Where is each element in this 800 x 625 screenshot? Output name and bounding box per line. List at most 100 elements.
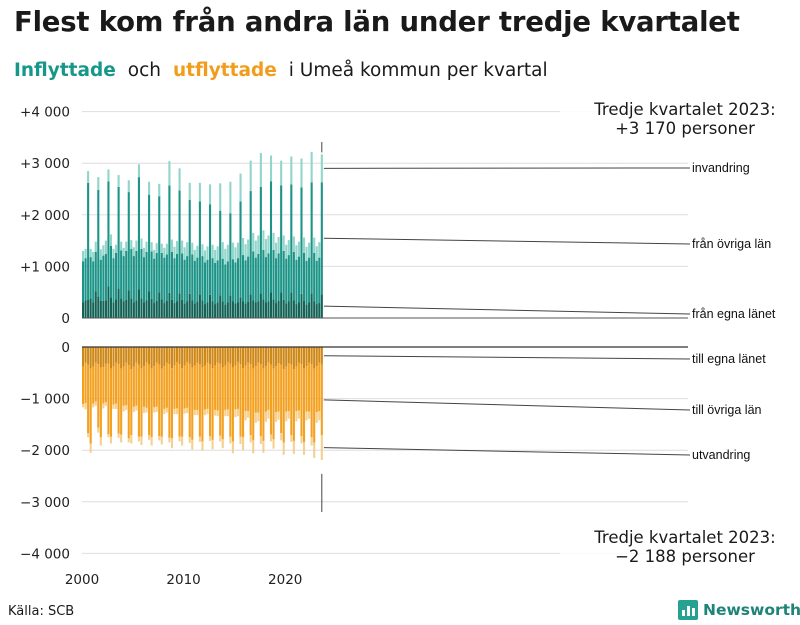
bar-in-från-egna-länet xyxy=(295,304,298,318)
bar-out-utvandring xyxy=(236,408,240,417)
bar-in-från-egna-länet xyxy=(209,294,212,318)
bar-in-från-övriga-län xyxy=(229,213,232,296)
bar-out-till-övriga-län xyxy=(216,362,219,411)
bar-in-invandring xyxy=(109,234,113,246)
bar-in-invandring xyxy=(165,243,168,255)
bar-out-till-övriga-län xyxy=(125,362,128,406)
bar-out-till-övriga-län xyxy=(244,365,247,411)
bar-in-från-egna-länet xyxy=(242,301,245,318)
bar-in-invandring xyxy=(209,184,212,205)
bar-in-från-övriga-län xyxy=(148,194,151,292)
bar-out-till-egna-länet xyxy=(203,347,207,366)
bar-in-från-övriga-län xyxy=(137,177,140,290)
legend-label: från övriga län xyxy=(692,237,771,251)
bar-in-från-egna-länet xyxy=(244,303,247,318)
bar-in-invandring xyxy=(173,246,176,259)
x-tick-label: 2020 xyxy=(268,572,302,588)
bar-out-till-egna-länet xyxy=(229,347,232,364)
bar-out-till-egna-länet xyxy=(219,347,222,364)
bar-out-utvandring xyxy=(109,436,113,444)
bar-out-till-övriga-län xyxy=(310,364,313,438)
bar-in-från-egna-länet xyxy=(145,300,148,318)
bar-out-utvandring xyxy=(130,435,133,444)
bar-in-från-övriga-län xyxy=(135,250,138,301)
bar-out-till-egna-länet xyxy=(84,347,87,363)
bar-out-till-egna-länet xyxy=(89,347,92,369)
bar-out-till-övriga-län xyxy=(272,368,275,440)
bar-out-till-övriga-län xyxy=(115,362,118,404)
bar-in-från-egna-länet xyxy=(198,294,201,318)
bar-in-invandring xyxy=(168,161,171,186)
bar-in-från-övriga-län xyxy=(269,181,273,293)
bar-out-till-egna-länet xyxy=(82,347,85,367)
bar-out-till-övriga-län xyxy=(160,368,163,437)
bar-in-från-övriga-län xyxy=(320,182,323,295)
bar-in-från-egna-länet xyxy=(135,300,138,318)
bar-in-från-övriga-län xyxy=(206,259,209,303)
bar-in-från-egna-länet xyxy=(297,302,300,318)
subtitle-in-word: Inflyttade xyxy=(14,60,116,81)
bar-in-från-övriga-län xyxy=(94,251,97,292)
bar-in-invandring xyxy=(135,240,138,251)
bar-in-från-egna-länet xyxy=(175,301,179,318)
bar-in-invandring xyxy=(277,236,280,254)
bar-out-utvandring xyxy=(295,410,298,422)
bar-out-till-övriga-län xyxy=(196,362,199,410)
bar-out-utvandring xyxy=(99,437,102,446)
bar-out-utvandring xyxy=(264,411,267,422)
bar-out-utvandring xyxy=(267,409,270,419)
bar-out-till-övriga-län xyxy=(287,362,290,411)
y-tick-label: −4 000 xyxy=(20,546,70,562)
bar-out-utvandring xyxy=(155,406,158,413)
bar-out-utvandring xyxy=(170,438,173,449)
bar-in-invandring xyxy=(211,244,214,259)
bar-in-invandring xyxy=(229,181,232,214)
bar-out-utvandring xyxy=(234,409,237,418)
bar-in-från-övriga-län xyxy=(191,254,194,301)
bar-out-till-övriga-län xyxy=(254,366,257,413)
bar-in-från-övriga-län xyxy=(224,264,227,305)
bar-in-invandring xyxy=(308,242,311,258)
bar-in-från-egna-länet xyxy=(165,300,168,318)
bar-in-invandring xyxy=(97,177,100,191)
bar-out-till-övriga-län xyxy=(252,368,255,441)
bar-in-invandring xyxy=(130,240,133,249)
bar-in-invandring xyxy=(196,245,199,258)
bar-out-utvandring xyxy=(183,408,186,414)
bar-in-från-övriga-län xyxy=(300,187,303,294)
bar-in-från-övriga-län xyxy=(295,259,298,305)
bar-out-utvandring xyxy=(84,403,87,410)
bar-in-invandring xyxy=(244,244,247,261)
bar-in-från-egna-länet xyxy=(132,302,135,318)
bar-in-från-egna-länet xyxy=(310,293,313,318)
bar-in-invandring xyxy=(132,247,135,257)
bar-in-från-egna-länet xyxy=(282,299,285,318)
bar-out-till-egna-länet xyxy=(269,347,273,365)
bar-in-från-övriga-län xyxy=(239,201,242,298)
bar-out-till-övriga-län xyxy=(257,362,260,413)
bar-in-från-egna-länet xyxy=(89,298,92,318)
bar-in-från-egna-länet xyxy=(224,304,227,318)
bar-in-från-egna-länet xyxy=(201,300,204,318)
legend-label: till egna länet xyxy=(692,352,766,366)
bar-out-till-övriga-län xyxy=(191,367,194,440)
bar-out-till-övriga-län xyxy=(120,368,123,435)
bar-out-utvandring xyxy=(107,434,110,438)
bar-in-från-övriga-län xyxy=(130,248,133,299)
bar-in-från-egna-länet xyxy=(117,288,120,318)
bar-in-invandring xyxy=(269,155,273,182)
bar-in-invandring xyxy=(198,182,201,202)
bar-out-till-egna-länet xyxy=(231,347,234,368)
bar-out-till-egna-länet xyxy=(320,347,323,365)
bar-out-till-övriga-län xyxy=(122,366,125,406)
bar-out-till-egna-länet xyxy=(145,347,148,363)
bar-out-till-egna-länet xyxy=(150,347,153,369)
bar-out-utvandring xyxy=(249,435,252,443)
bar-in-från-egna-länet xyxy=(318,303,321,318)
bar-out-utvandring xyxy=(305,411,308,421)
bar-in-från-egna-länet xyxy=(302,300,306,318)
bar-in-invandring xyxy=(127,180,130,193)
bar-out-utvandring xyxy=(92,403,95,408)
bar-out-till-egna-länet xyxy=(183,347,186,366)
bar-in-från-övriga-län xyxy=(145,251,148,301)
